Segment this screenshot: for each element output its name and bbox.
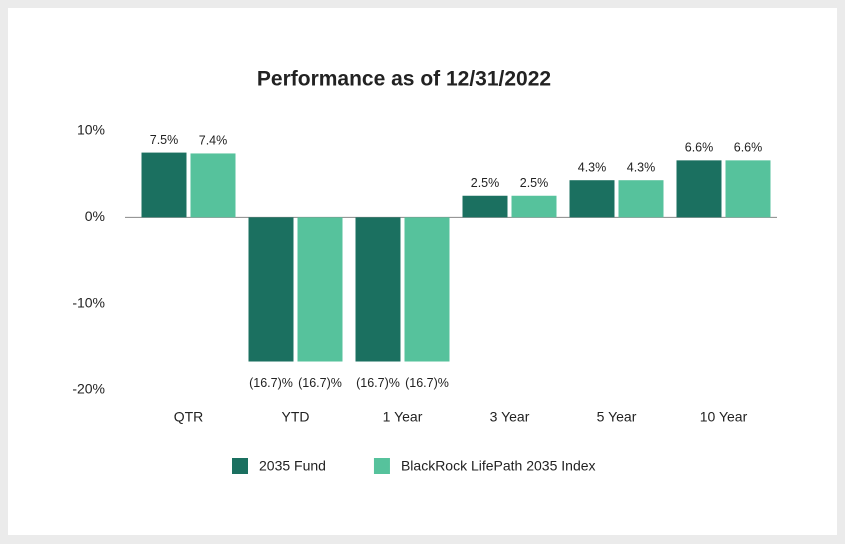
x-tick-label: QTR — [174, 409, 204, 425]
value-label: (16.7)% — [405, 376, 449, 390]
bar — [725, 160, 771, 218]
x-tick-label: 5 Year — [597, 409, 637, 425]
bar — [618, 180, 664, 218]
value-label: 6.6% — [685, 141, 714, 155]
value-label: 4.3% — [578, 161, 607, 175]
y-tick-label: 0% — [85, 208, 105, 224]
value-label: 4.3% — [627, 161, 656, 175]
bar — [462, 195, 508, 218]
bar — [141, 152, 187, 218]
legend-label: 2035 Fund — [259, 458, 326, 474]
bar — [511, 195, 557, 218]
y-tick-label: -20% — [72, 381, 105, 397]
y-tick-label: 10% — [77, 122, 105, 138]
bar — [297, 217, 343, 362]
bar — [569, 180, 615, 218]
x-tick-label: 3 Year — [490, 409, 530, 425]
bar — [355, 217, 401, 362]
value-label: 2.5% — [520, 176, 549, 190]
value-label: 7.4% — [199, 134, 228, 148]
bar — [676, 160, 722, 218]
bar — [404, 217, 450, 362]
legend-swatch — [373, 458, 390, 474]
x-tick-label: YTD — [282, 409, 310, 425]
value-label: 2.5% — [471, 176, 500, 190]
value-label: 7.5% — [150, 133, 179, 147]
value-label: 6.6% — [734, 141, 763, 155]
value-label: (16.7)% — [356, 376, 400, 390]
bar — [190, 153, 236, 218]
chart-title: Performance as of 12/31/2022 — [257, 68, 551, 91]
value-label: (16.7)% — [298, 376, 342, 390]
value-label: (16.7)% — [249, 376, 293, 390]
y-tick-label: -10% — [72, 294, 105, 310]
x-tick-label: 1 Year — [383, 409, 423, 425]
legend-swatch — [232, 458, 248, 474]
bar — [248, 217, 294, 362]
x-tick-label: 10 Year — [700, 409, 748, 425]
legend-label: BlackRock LifePath 2035 Index — [401, 458, 596, 474]
